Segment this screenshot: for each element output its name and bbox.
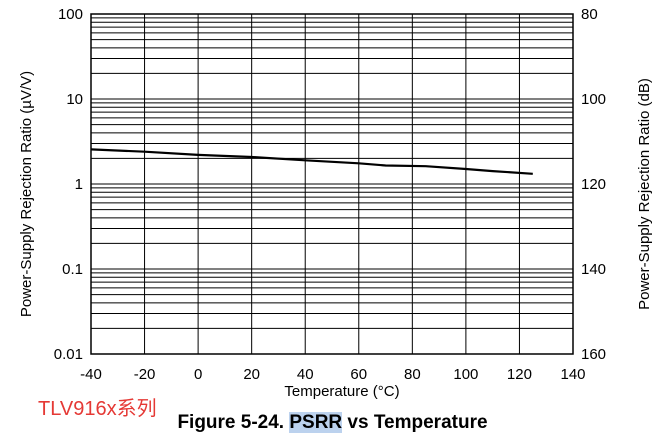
y-tick-label: 0.1 xyxy=(62,261,83,278)
y-tick-label: 0.01 xyxy=(54,346,83,363)
caption-highlight: PSRR xyxy=(289,412,343,433)
x-tick-label: 20 xyxy=(243,366,260,383)
series-layer xyxy=(90,148,533,175)
x-tick-label: 60 xyxy=(350,366,367,383)
y2-tick-label: 80 xyxy=(581,6,598,23)
series-annotation: TLV916x系列 xyxy=(38,398,157,420)
y2-tick-label: 120 xyxy=(581,176,606,193)
y2-axis-label: Power-Supply Rejection Ratio (dB) xyxy=(636,78,653,310)
x-tick-label: -40 xyxy=(80,366,102,383)
y2-tick-label: 100 xyxy=(581,91,606,108)
y2-tick-label: 160 xyxy=(581,346,606,363)
grid xyxy=(90,14,574,355)
tick-labels: -40 -20 0 20 40 60 80 100 120 140 0.01 0.1 1 10 100 160… xyxy=(54,6,606,383)
y-tick-label: 10 xyxy=(66,91,83,108)
x-tick-label: 0 xyxy=(194,366,202,383)
x-tick-label: 80 xyxy=(404,366,421,383)
y-tick-label: 100 xyxy=(58,6,83,23)
x-tick-label: 120 xyxy=(507,366,532,383)
plot-frame xyxy=(90,13,574,355)
figure-caption: Figure 5-24. PSRR vs Temperature xyxy=(0,412,665,434)
x-tick-label: -20 xyxy=(134,366,156,383)
y2-tick-label: 140 xyxy=(581,261,606,278)
caption-suffix: vs Temperature xyxy=(342,412,488,433)
y-axis-label: Power-Supply Rejection Ratio (µV/V) xyxy=(18,71,35,317)
psrr-series-line xyxy=(90,148,533,175)
x-tick-label: 100 xyxy=(453,366,478,383)
caption-prefix: Figure 5-24. xyxy=(177,412,290,433)
y-tick-label: 1 xyxy=(75,176,83,193)
x-axis-label: Temperature (°C) xyxy=(284,383,399,400)
x-tick-label: 40 xyxy=(297,366,314,383)
x-tick-label: 140 xyxy=(560,366,585,383)
